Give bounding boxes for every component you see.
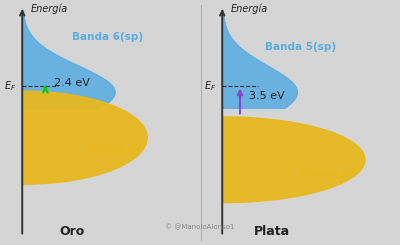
Text: Banda 5(sp): Banda 5(sp) [265, 42, 336, 51]
Text: Energía: Energía [31, 4, 68, 14]
Text: 2.4 eV: 2.4 eV [54, 78, 90, 88]
Text: $E_F$: $E_F$ [204, 79, 216, 93]
Text: Banda 6(sp): Banda 6(sp) [72, 32, 143, 42]
Text: Energía: Energía [231, 4, 268, 14]
Text: Plata: Plata [254, 225, 290, 238]
Text: Banda 5d: Banda 5d [87, 145, 142, 154]
Text: Banda 4d: Banda 4d [301, 169, 357, 179]
Text: © @ManoloAlonso1: © @ManoloAlonso1 [165, 224, 235, 230]
Text: 3.5 eV: 3.5 eV [249, 91, 284, 101]
Text: Oro: Oro [59, 225, 85, 238]
Text: $E_F$: $E_F$ [4, 79, 16, 93]
